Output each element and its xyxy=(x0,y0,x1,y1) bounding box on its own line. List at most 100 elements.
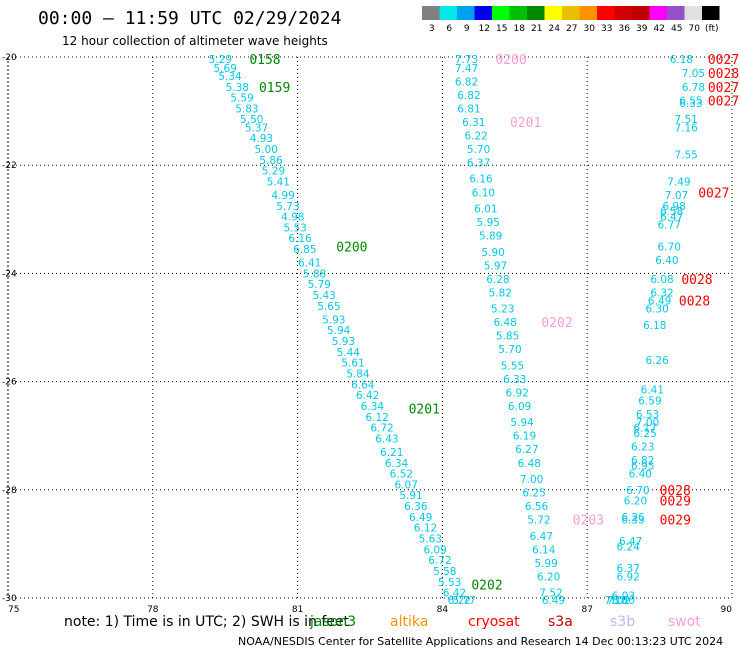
wave-height-value: 5.50 xyxy=(240,114,263,126)
wave-height-value: 6.14 xyxy=(532,544,556,556)
wave-height-value: 6.33 xyxy=(503,374,526,386)
note-text: note: 1) Time is in UTC; 2) SWH is in fe… xyxy=(64,614,350,630)
wave-height-value: 6.25 xyxy=(633,428,656,440)
chart-title: 00:00 — 11:59 UTC 02/29/2024 xyxy=(38,8,341,29)
wave-height-value: 6.92 xyxy=(617,571,640,583)
x-tick-label: 87 xyxy=(581,605,592,615)
wave-height-value: 6.26 xyxy=(621,512,645,524)
legend-swatch xyxy=(684,6,702,20)
wave-height-value: 6.23 xyxy=(631,442,654,454)
wave-height-value: 5.53 xyxy=(283,222,306,234)
legend-label: 42 xyxy=(654,24,665,34)
wave-height-value: 6.10 xyxy=(472,187,495,199)
pass-time-label: 0027 xyxy=(708,53,739,68)
legend-label: 15 xyxy=(496,24,507,34)
pass-time-label: 0029 xyxy=(660,514,691,529)
wave-height-value: 6.82 xyxy=(631,455,654,467)
legend-swatch xyxy=(649,6,667,20)
wave-height-value: 5.63 xyxy=(419,533,442,545)
legend-swatch xyxy=(632,6,650,20)
wave-height-value: 6.20 xyxy=(624,496,647,508)
pass-time-label: 0027 xyxy=(698,186,729,201)
wave-height-value: 7.51 xyxy=(674,114,697,126)
pass-time-label: 0200 xyxy=(495,53,526,68)
wave-height-value: 6.48 xyxy=(518,458,541,470)
wave-height-value: 7.00 xyxy=(520,474,543,486)
wave-height-value: 5.70 xyxy=(498,344,521,356)
wave-height-value: 5.90 xyxy=(481,247,504,259)
legend-label: 27 xyxy=(566,24,577,34)
pass-time-label: 0200 xyxy=(336,240,367,255)
wave-height-value: 6.18 xyxy=(670,54,693,66)
wave-height-value: 7.52 xyxy=(539,588,562,600)
wave-height-value: 6.59 xyxy=(638,396,661,408)
wave-height-value: 5.70 xyxy=(467,144,490,156)
wave-height-value: 5.94 xyxy=(510,417,534,429)
wave-height-value: 6.70 xyxy=(658,241,681,253)
wave-height-value: 7.73 xyxy=(455,54,478,66)
pass-time-label: 0028 xyxy=(679,294,710,309)
wave-height-value: 6.77 xyxy=(658,220,681,232)
wave-height-value: 6.34 xyxy=(385,458,409,470)
wave-height-value: 6.80 xyxy=(612,595,635,607)
x-tick-label: 75 xyxy=(8,605,19,615)
legend-label: 30 xyxy=(584,24,596,34)
legend-swatch xyxy=(702,6,720,20)
legend-label: 12 xyxy=(479,24,490,34)
wave-height-value: 6.18 xyxy=(643,320,666,332)
plot-grid xyxy=(7,56,733,599)
satellite-label: altika xyxy=(390,614,428,630)
wave-height-value: 6.36 xyxy=(404,501,428,513)
pass-time-label: 0029 xyxy=(660,495,691,510)
wave-height-value: 7.05 xyxy=(682,68,705,80)
wave-height-value: 6.82 xyxy=(457,90,480,102)
x-tick-label: 90 xyxy=(721,605,733,615)
legend-label: 24 xyxy=(549,24,561,34)
wave-height-value: 6.85 xyxy=(293,244,316,256)
wave-height-value: 5.72 xyxy=(527,515,550,527)
legend-label: 70 xyxy=(689,24,701,34)
wave-height-value: 5.77 xyxy=(452,595,475,607)
wave-height-value: 5.55 xyxy=(501,360,524,372)
satellite-label: jason3 xyxy=(309,614,356,630)
pass-time-label: 0028 xyxy=(660,484,691,499)
pass-time-label: 0201 xyxy=(409,403,440,418)
wave-height-value: 5.85 xyxy=(496,331,519,343)
wave-height-value: 6.58 xyxy=(660,206,683,218)
wave-height-value: 6.37 xyxy=(467,157,490,169)
wave-height-value: 7.07 xyxy=(665,190,688,202)
wave-height-value: 6.31 xyxy=(462,117,485,129)
wave-height-value: 5.38 xyxy=(226,82,249,94)
wave-height-value: 6.64 xyxy=(351,379,375,391)
wave-height-value: 5.44 xyxy=(337,347,361,359)
wave-height-value: 5.83 xyxy=(235,103,258,115)
pass-time-label: 0202 xyxy=(471,578,502,593)
wave-height-value: 5.95 xyxy=(477,217,500,229)
legend-label: 21 xyxy=(531,24,542,34)
legend-label: 45 xyxy=(671,24,682,34)
legend-swatch xyxy=(439,6,457,20)
wave-height-value: 6.49 xyxy=(542,595,565,607)
wave-height-value: 7.47 xyxy=(455,63,478,75)
wave-height-value: 6.24 xyxy=(617,542,641,554)
wave-height-value: 6.49 xyxy=(648,295,671,307)
wave-height-value: 5.99 xyxy=(534,558,557,570)
pass-time-label: 0027 xyxy=(708,94,739,109)
wave-height-value: 6.81 xyxy=(457,103,480,115)
wave-height-value: 6.56 xyxy=(525,501,549,513)
y-tick-label: -22 xyxy=(2,161,17,171)
y-tick-label: -24 xyxy=(2,269,17,279)
wave-height-value: 5.43 xyxy=(312,290,335,302)
wave-height-value: 5.69 xyxy=(214,63,237,75)
legend-label: 33 xyxy=(601,24,612,34)
wave-height-value: 5.53 xyxy=(438,577,461,589)
wave-height-value: 6.16 xyxy=(288,233,312,245)
footer-credit: NOAA/NESDIS Center for Satellite Applica… xyxy=(238,635,723,648)
wave-height-value: 6.48 xyxy=(493,317,516,329)
wave-height-value: 6.26 xyxy=(645,355,669,367)
wave-height-value: 6.09 xyxy=(508,401,531,413)
wave-height-value: 5.82 xyxy=(489,287,512,299)
wave-height-value: 6.17 xyxy=(633,423,656,435)
wave-height-value: 6.47 xyxy=(530,531,553,543)
wave-height-value: 5.29 xyxy=(209,54,232,66)
